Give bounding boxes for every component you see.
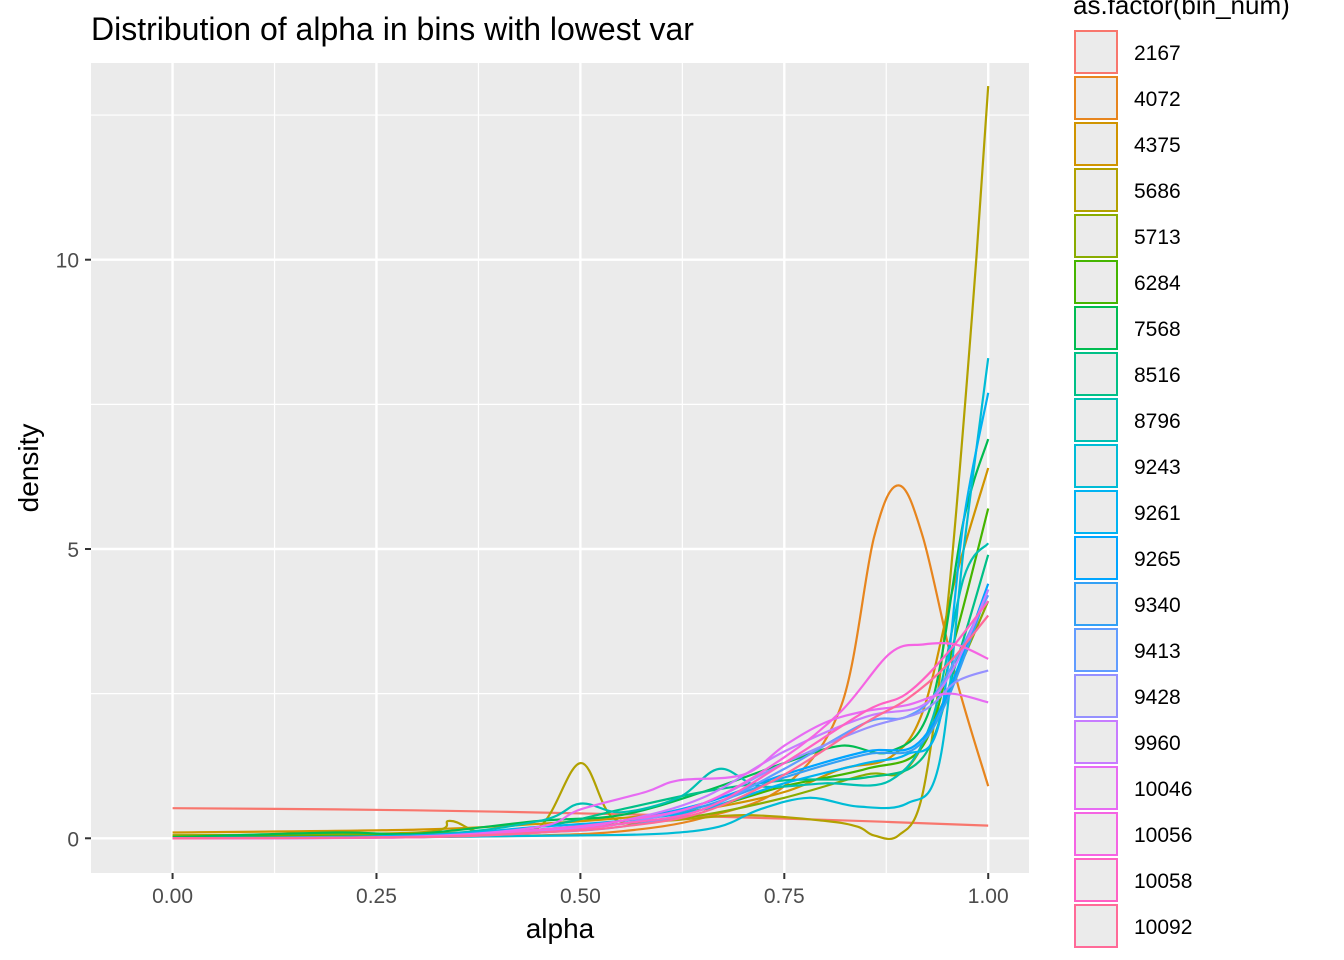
legend-title: as.factor(bin_num) xyxy=(1073,0,1290,20)
legend-key xyxy=(1074,582,1118,626)
legend-key xyxy=(1074,260,1118,304)
legend-key xyxy=(1074,306,1118,350)
x-tick-label: 1.00 xyxy=(968,885,1009,908)
legend-label: 10092 xyxy=(1134,916,1192,939)
legend-label: 2167 xyxy=(1134,42,1181,65)
series-line-9261 xyxy=(172,392,990,840)
legend-label: 9413 xyxy=(1134,640,1181,663)
legend-key xyxy=(1074,214,1118,258)
legend-label: 4072 xyxy=(1134,88,1181,111)
y-tick-label: 10 xyxy=(56,250,79,273)
legend-label: 9960 xyxy=(1134,732,1181,755)
legend-label: 8796 xyxy=(1134,410,1181,433)
x-tick-label: 0.75 xyxy=(764,885,805,908)
legend-item-8796: 8796 xyxy=(1074,398,1181,442)
legend-item-9413: 9413 xyxy=(1074,628,1181,672)
legend-key xyxy=(1074,904,1118,948)
series-line-10092 xyxy=(172,614,990,840)
legend-item-9960: 9960 xyxy=(1074,720,1181,764)
legend-item-9265: 9265 xyxy=(1074,536,1181,580)
legend-key xyxy=(1074,858,1118,902)
legend-item-10058: 10058 xyxy=(1074,858,1192,902)
y-tick-label: 0 xyxy=(67,828,79,851)
legend-label: 9243 xyxy=(1134,456,1181,479)
legend-item-4072: 4072 xyxy=(1074,76,1181,120)
legend-item-10046: 10046 xyxy=(1074,766,1192,810)
legend-item-4375: 4375 xyxy=(1074,122,1181,166)
legend-label: 8516 xyxy=(1134,364,1181,387)
legend-key xyxy=(1074,352,1118,396)
legend-label: 10058 xyxy=(1134,870,1192,893)
series-line-7568 xyxy=(172,438,990,839)
plot-panel xyxy=(91,63,1029,873)
x-tick-label: 0.25 xyxy=(356,885,397,908)
legend-label: 10046 xyxy=(1134,778,1192,801)
legend-key xyxy=(1074,444,1118,488)
legend-label: 4375 xyxy=(1134,134,1181,157)
legend-item-9261: 9261 xyxy=(1074,490,1181,534)
legend-key xyxy=(1074,490,1118,534)
legend-label: 9340 xyxy=(1134,594,1181,617)
legend-item-10056: 10056 xyxy=(1074,812,1192,856)
legend-label: 5686 xyxy=(1134,180,1181,203)
legend-key xyxy=(1074,628,1118,672)
y-axis-title: density xyxy=(13,424,44,513)
legend-item-5686: 5686 xyxy=(1074,168,1181,212)
legend-key xyxy=(1074,398,1118,442)
series-line-8796 xyxy=(172,542,990,840)
legend-label: 9265 xyxy=(1134,548,1181,571)
legend-label: 6284 xyxy=(1134,272,1181,295)
series-line-5686 xyxy=(172,86,990,841)
grid-minor xyxy=(91,63,1029,873)
legend-key xyxy=(1074,766,1118,810)
y-tick-label: 5 xyxy=(67,539,79,562)
grid-major xyxy=(91,63,1029,873)
legend-key xyxy=(1074,536,1118,580)
legend-key xyxy=(1074,720,1118,764)
legend: 2167 4072 4375 5686 5713 6284 7568 8516 8796 9243… xyxy=(1074,30,1192,948)
legend-item-9340: 9340 xyxy=(1074,582,1181,626)
series-line-2167 xyxy=(172,807,989,827)
legend-key xyxy=(1074,168,1118,212)
chart-title: Distribution of alpha in bins with lowes… xyxy=(91,11,694,47)
legend-key xyxy=(1074,674,1118,718)
series-lines xyxy=(172,86,990,841)
x-tick-label: 0.00 xyxy=(152,885,193,908)
legend-item-6284: 6284 xyxy=(1074,260,1181,304)
legend-key xyxy=(1074,812,1118,856)
legend-item-5713: 5713 xyxy=(1074,214,1181,258)
legend-item-9428: 9428 xyxy=(1074,674,1181,718)
legend-label: 9261 xyxy=(1134,502,1181,525)
legend-item-9243: 9243 xyxy=(1074,444,1181,488)
legend-label: 5713 xyxy=(1134,226,1181,249)
legend-key xyxy=(1074,122,1118,166)
x-axis-ticks: 0.00 0.25 0.50 0.75 1.00 xyxy=(152,873,1009,908)
legend-item-8516: 8516 xyxy=(1074,352,1181,396)
legend-item-10092: 10092 xyxy=(1074,904,1192,948)
legend-item-2167: 2167 xyxy=(1074,30,1181,74)
legend-key xyxy=(1074,30,1118,74)
legend-label: 10056 xyxy=(1134,824,1192,847)
legend-label: 9428 xyxy=(1134,686,1181,709)
x-tick-label: 0.50 xyxy=(560,885,601,908)
legend-label: 7568 xyxy=(1134,318,1181,341)
x-axis-title: alpha xyxy=(526,913,595,944)
legend-key xyxy=(1074,76,1118,120)
y-axis-ticks: 0 5 10 xyxy=(56,250,91,851)
legend-item-7568: 7568 xyxy=(1074,306,1181,350)
